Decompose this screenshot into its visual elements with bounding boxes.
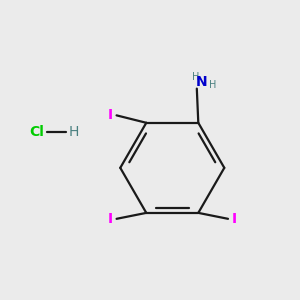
Text: H: H xyxy=(192,72,200,82)
Text: H: H xyxy=(209,80,216,90)
Text: N: N xyxy=(196,75,208,89)
Text: H: H xyxy=(69,125,80,139)
Text: I: I xyxy=(232,212,237,226)
Text: I: I xyxy=(107,212,112,226)
Text: Cl: Cl xyxy=(30,125,44,139)
Text: I: I xyxy=(107,108,112,122)
